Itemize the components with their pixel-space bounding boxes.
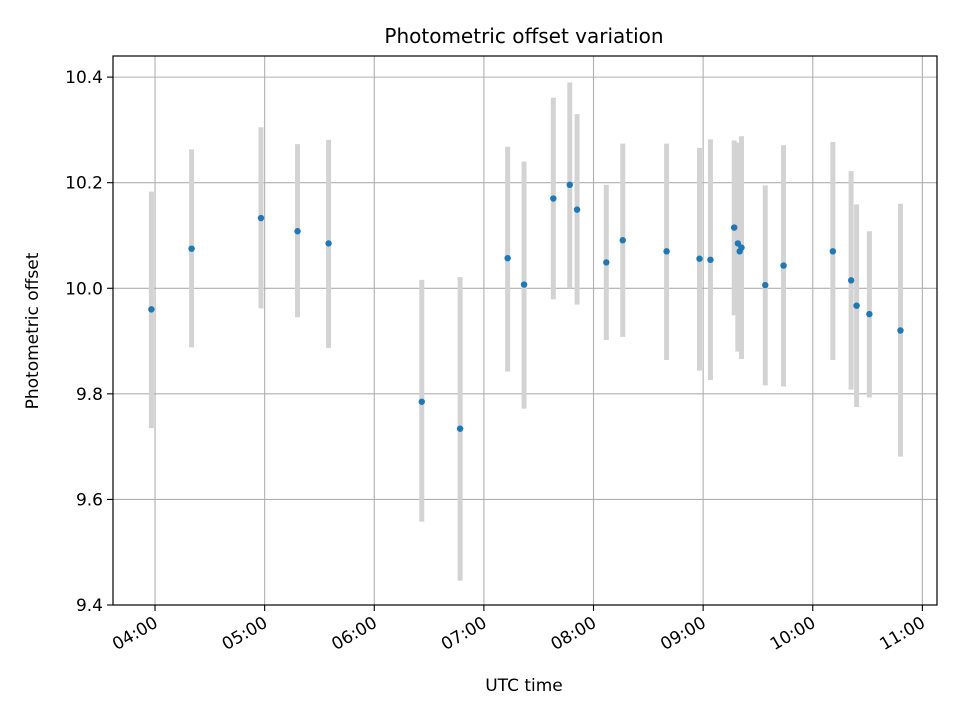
data-point: [762, 281, 769, 289]
data-point: [734, 240, 742, 247]
y-tick-label: 10.4: [65, 68, 103, 88]
data-point: [603, 259, 610, 266]
data-point: [897, 327, 904, 334]
data-point: [663, 248, 670, 255]
data-point: [847, 277, 855, 284]
data-point: [829, 248, 837, 255]
y-tick-label: 10.2: [65, 174, 103, 194]
data-point: [780, 262, 787, 269]
chart-title: Photometric offset variation: [384, 24, 663, 48]
data-point: [520, 281, 528, 288]
y-tick-label: 9.4: [76, 596, 103, 616]
x-axis-label: UTC time: [485, 676, 563, 696]
data-point: [148, 306, 155, 313]
data-point: [418, 398, 425, 405]
y-tick-label: 9.8: [76, 385, 103, 405]
data-point: [730, 224, 738, 231]
plot-frame: [112, 55, 938, 606]
data-point: [853, 302, 860, 309]
y-axis-label: Photometric offset: [23, 252, 43, 409]
data-point: [504, 254, 511, 262]
data-point: [456, 425, 464, 432]
data-point: [696, 255, 703, 262]
data-point: [707, 256, 714, 263]
data-point: [257, 214, 265, 222]
data-point: [738, 244, 745, 251]
data-point: [188, 245, 195, 252]
data-point: [619, 237, 626, 244]
y-tick-label: 9.6: [76, 490, 103, 510]
data-point: [550, 195, 557, 202]
y-tick-label: 10.0: [65, 279, 103, 299]
data-point: [325, 240, 332, 247]
data-point: [566, 181, 573, 189]
data-point: [573, 206, 581, 213]
data-points: [148, 181, 904, 432]
data-point: [294, 228, 301, 235]
data-point: [866, 310, 873, 318]
